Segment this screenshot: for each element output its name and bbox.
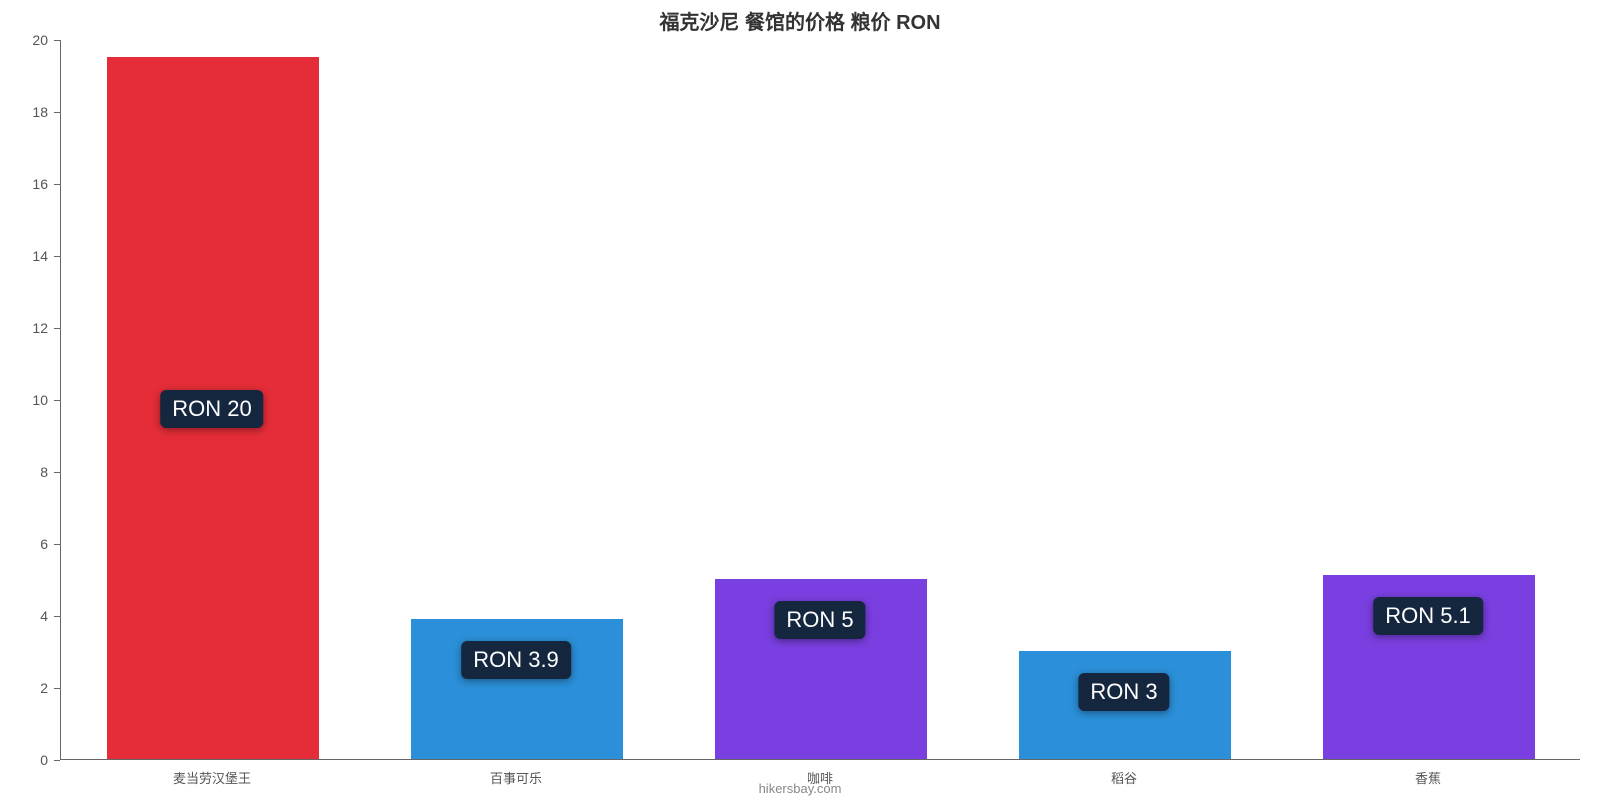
- y-tick-label: 8: [0, 464, 48, 480]
- y-tick-mark: [54, 688, 60, 689]
- y-tick-label: 2: [0, 680, 48, 696]
- y-tick-mark: [54, 472, 60, 473]
- y-tick-mark: [54, 256, 60, 257]
- y-tick-mark: [54, 328, 60, 329]
- y-tick-mark: [54, 184, 60, 185]
- value-badge: RON 3.9: [461, 641, 571, 679]
- y-tick-mark: [54, 616, 60, 617]
- y-tick-label: 10: [0, 392, 48, 408]
- x-category-label: 香蕉: [1415, 768, 1441, 787]
- y-tick-label: 14: [0, 248, 48, 264]
- y-tick-label: 12: [0, 320, 48, 336]
- x-category-label: 稻谷: [1111, 768, 1137, 787]
- y-tick-mark: [54, 112, 60, 113]
- value-badge: RON 3: [1078, 673, 1169, 711]
- bar-chart: 福克沙尼 餐馆的价格 粮价 RON hikersbay.com 02468101…: [0, 0, 1600, 800]
- x-category-label: 咖啡: [807, 768, 833, 787]
- y-tick-mark: [54, 400, 60, 401]
- y-tick-label: 0: [0, 752, 48, 768]
- x-category-label: 麦当劳汉堡王: [173, 768, 251, 787]
- y-tick-mark: [54, 760, 60, 761]
- y-tick-label: 18: [0, 104, 48, 120]
- x-category-label: 百事可乐: [490, 768, 542, 787]
- y-tick-label: 4: [0, 608, 48, 624]
- y-tick-label: 6: [0, 536, 48, 552]
- plot-area: [60, 40, 1580, 760]
- value-badge: RON 5.1: [1373, 597, 1483, 635]
- y-tick-mark: [54, 40, 60, 41]
- y-tick-mark: [54, 544, 60, 545]
- y-tick-label: 16: [0, 176, 48, 192]
- value-badge: RON 5: [774, 601, 865, 639]
- value-badge: RON 20: [160, 390, 263, 428]
- y-tick-label: 20: [0, 32, 48, 48]
- chart-title: 福克沙尼 餐馆的价格 粮价 RON: [0, 6, 1600, 35]
